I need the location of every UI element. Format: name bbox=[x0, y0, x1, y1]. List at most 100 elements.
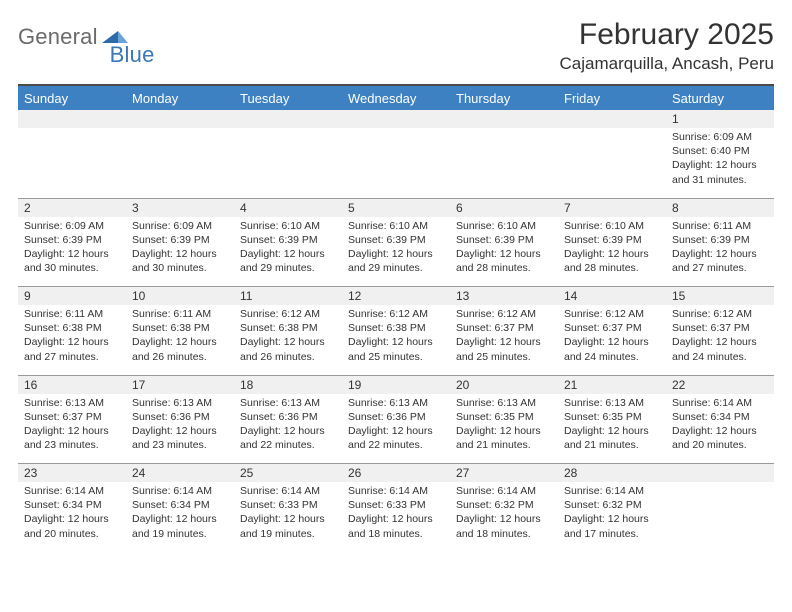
day-number-cell: 4 bbox=[234, 198, 342, 217]
month-title: February 2025 bbox=[559, 18, 774, 52]
day-number-cell: 5 bbox=[342, 198, 450, 217]
detail-line-sunset: Sunset: 6:38 PM bbox=[348, 321, 444, 335]
day-header: Monday bbox=[126, 86, 234, 110]
day-details: Sunrise: 6:13 AMSunset: 6:36 PMDaylight:… bbox=[342, 394, 450, 457]
detail-line-daylight2: and 21 minutes. bbox=[456, 438, 552, 452]
detail-line-sunset: Sunset: 6:40 PM bbox=[672, 144, 768, 158]
detail-line-sunset: Sunset: 6:36 PM bbox=[348, 410, 444, 424]
detail-line-daylight1: Daylight: 12 hours bbox=[24, 247, 120, 261]
day-number-row: 2345678 bbox=[18, 198, 774, 217]
detail-line-sunrise: Sunrise: 6:13 AM bbox=[240, 396, 336, 410]
day-body-cell: Sunrise: 6:13 AMSunset: 6:36 PMDaylight:… bbox=[342, 394, 450, 464]
day-body-cell: Sunrise: 6:14 AMSunset: 6:33 PMDaylight:… bbox=[342, 482, 450, 552]
day-details: Sunrise: 6:12 AMSunset: 6:37 PMDaylight:… bbox=[666, 305, 774, 368]
detail-line-daylight1: Daylight: 12 hours bbox=[564, 247, 660, 261]
day-number-cell: 26 bbox=[342, 464, 450, 483]
day-number: 26 bbox=[342, 464, 450, 482]
day-number-cell: 23 bbox=[18, 464, 126, 483]
day-number: 1 bbox=[666, 110, 774, 128]
day-number: 25 bbox=[234, 464, 342, 482]
detail-line-sunset: Sunset: 6:37 PM bbox=[456, 321, 552, 335]
day-details: Sunrise: 6:13 AMSunset: 6:36 PMDaylight:… bbox=[126, 394, 234, 457]
day-header: Tuesday bbox=[234, 86, 342, 110]
day-body-cell: Sunrise: 6:14 AMSunset: 6:34 PMDaylight:… bbox=[18, 482, 126, 552]
brand-logo: General Blue bbox=[18, 18, 155, 50]
day-body-cell: Sunrise: 6:11 AMSunset: 6:38 PMDaylight:… bbox=[126, 305, 234, 375]
detail-line-sunrise: Sunrise: 6:11 AM bbox=[132, 307, 228, 321]
day-number: 7 bbox=[558, 199, 666, 217]
day-number-cell: 28 bbox=[558, 464, 666, 483]
day-number-cell: 6 bbox=[450, 198, 558, 217]
day-body-cell: Sunrise: 6:11 AMSunset: 6:39 PMDaylight:… bbox=[666, 217, 774, 287]
day-number-cell bbox=[666, 464, 774, 483]
day-details: Sunrise: 6:13 AMSunset: 6:37 PMDaylight:… bbox=[18, 394, 126, 457]
detail-line-daylight2: and 27 minutes. bbox=[672, 261, 768, 275]
detail-line-sunset: Sunset: 6:34 PM bbox=[672, 410, 768, 424]
detail-line-daylight2: and 17 minutes. bbox=[564, 527, 660, 541]
detail-line-daylight1: Daylight: 12 hours bbox=[456, 335, 552, 349]
day-details: Sunrise: 6:13 AMSunset: 6:35 PMDaylight:… bbox=[450, 394, 558, 457]
day-details: Sunrise: 6:12 AMSunset: 6:37 PMDaylight:… bbox=[558, 305, 666, 368]
detail-line-daylight1: Daylight: 12 hours bbox=[672, 158, 768, 172]
detail-line-daylight2: and 24 minutes. bbox=[564, 350, 660, 364]
day-details: Sunrise: 6:14 AMSunset: 6:34 PMDaylight:… bbox=[666, 394, 774, 457]
detail-line-daylight1: Daylight: 12 hours bbox=[456, 247, 552, 261]
detail-line-sunset: Sunset: 6:36 PM bbox=[132, 410, 228, 424]
day-body-cell: Sunrise: 6:12 AMSunset: 6:38 PMDaylight:… bbox=[234, 305, 342, 375]
day-number: 22 bbox=[666, 376, 774, 394]
day-body-cell: Sunrise: 6:11 AMSunset: 6:38 PMDaylight:… bbox=[18, 305, 126, 375]
detail-line-daylight1: Daylight: 12 hours bbox=[564, 512, 660, 526]
day-body-row: Sunrise: 6:09 AMSunset: 6:40 PMDaylight:… bbox=[18, 128, 774, 198]
day-number: 24 bbox=[126, 464, 234, 482]
detail-line-sunset: Sunset: 6:38 PM bbox=[240, 321, 336, 335]
detail-line-daylight2: and 24 minutes. bbox=[672, 350, 768, 364]
day-body-cell: Sunrise: 6:13 AMSunset: 6:35 PMDaylight:… bbox=[558, 394, 666, 464]
day-number: 16 bbox=[18, 376, 126, 394]
day-body-cell bbox=[342, 128, 450, 198]
day-details: Sunrise: 6:11 AMSunset: 6:38 PMDaylight:… bbox=[126, 305, 234, 368]
detail-line-daylight2: and 18 minutes. bbox=[348, 527, 444, 541]
day-details: Sunrise: 6:12 AMSunset: 6:38 PMDaylight:… bbox=[342, 305, 450, 368]
detail-line-daylight1: Daylight: 12 hours bbox=[564, 424, 660, 438]
day-details: Sunrise: 6:14 AMSunset: 6:34 PMDaylight:… bbox=[126, 482, 234, 545]
day-number: 20 bbox=[450, 376, 558, 394]
detail-line-sunrise: Sunrise: 6:10 AM bbox=[348, 219, 444, 233]
day-body-cell: Sunrise: 6:12 AMSunset: 6:37 PMDaylight:… bbox=[450, 305, 558, 375]
detail-line-sunset: Sunset: 6:37 PM bbox=[672, 321, 768, 335]
day-body-cell: Sunrise: 6:12 AMSunset: 6:37 PMDaylight:… bbox=[558, 305, 666, 375]
detail-line-daylight1: Daylight: 12 hours bbox=[348, 247, 444, 261]
day-details: Sunrise: 6:14 AMSunset: 6:32 PMDaylight:… bbox=[450, 482, 558, 545]
day-number: 3 bbox=[126, 199, 234, 217]
day-body-cell: Sunrise: 6:13 AMSunset: 6:37 PMDaylight:… bbox=[18, 394, 126, 464]
detail-line-daylight2: and 23 minutes. bbox=[132, 438, 228, 452]
day-details: Sunrise: 6:12 AMSunset: 6:38 PMDaylight:… bbox=[234, 305, 342, 368]
detail-line-daylight2: and 26 minutes. bbox=[240, 350, 336, 364]
day-body-cell: Sunrise: 6:10 AMSunset: 6:39 PMDaylight:… bbox=[234, 217, 342, 287]
detail-line-sunrise: Sunrise: 6:11 AM bbox=[672, 219, 768, 233]
day-number: 21 bbox=[558, 376, 666, 394]
day-number: 9 bbox=[18, 287, 126, 305]
detail-line-daylight1: Daylight: 12 hours bbox=[672, 247, 768, 261]
day-number-cell: 27 bbox=[450, 464, 558, 483]
detail-line-sunset: Sunset: 6:39 PM bbox=[240, 233, 336, 247]
day-header: Wednesday bbox=[342, 86, 450, 110]
detail-line-sunrise: Sunrise: 6:12 AM bbox=[672, 307, 768, 321]
detail-line-daylight2: and 22 minutes. bbox=[240, 438, 336, 452]
detail-line-daylight1: Daylight: 12 hours bbox=[132, 424, 228, 438]
detail-line-sunrise: Sunrise: 6:14 AM bbox=[564, 484, 660, 498]
day-number-cell: 11 bbox=[234, 287, 342, 306]
detail-line-daylight1: Daylight: 12 hours bbox=[348, 335, 444, 349]
detail-line-sunset: Sunset: 6:34 PM bbox=[24, 498, 120, 512]
detail-line-daylight1: Daylight: 12 hours bbox=[348, 512, 444, 526]
day-body-row: Sunrise: 6:09 AM Sunset: 6:39 PM Daylight:… bbox=[18, 217, 774, 287]
detail-line-sunrise: Sunrise: 6:12 AM bbox=[348, 307, 444, 321]
detail-line-sunset: Sunset: 6:38 PM bbox=[24, 321, 120, 335]
detail-line-daylight1: Daylight: 12 hours bbox=[456, 512, 552, 526]
detail-line-daylight2: and 29 minutes. bbox=[240, 261, 336, 275]
detail-line-sunset: Sunset: 6:39 PM bbox=[132, 233, 228, 247]
day-details: Sunrise: 6:14 AMSunset: 6:33 PMDaylight:… bbox=[342, 482, 450, 545]
detail-line-sunrise: Sunrise: 6:09 AM bbox=[24, 219, 120, 233]
detail-line-sunset: Sunset: 6:37 PM bbox=[564, 321, 660, 335]
day-body-cell: Sunrise: 6:13 AMSunset: 6:36 PMDaylight:… bbox=[126, 394, 234, 464]
detail-line-sunrise: Sunrise: 6:14 AM bbox=[456, 484, 552, 498]
